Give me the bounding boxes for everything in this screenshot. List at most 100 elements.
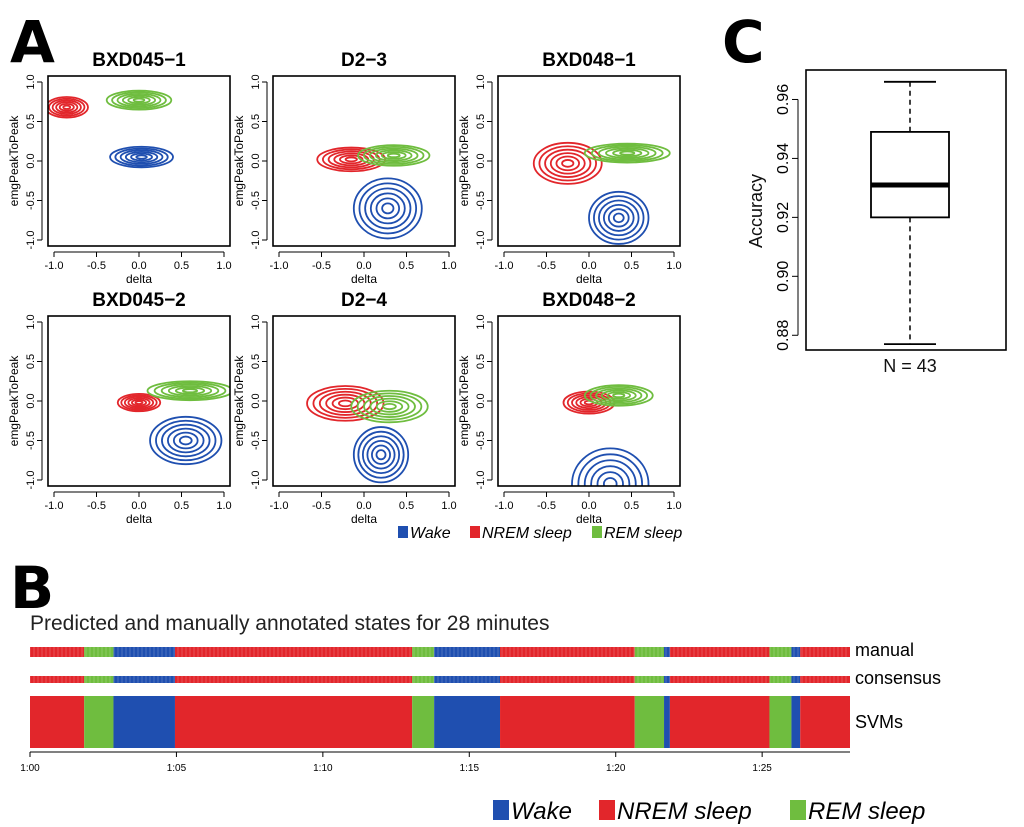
timeline-segment-rem — [769, 676, 792, 683]
contour-line — [369, 192, 406, 225]
x-tick-label: 0.0 — [131, 500, 146, 512]
y-tick-label: 0.5 — [475, 354, 487, 369]
contour-layer — [316, 144, 431, 240]
timeline-segment-rem — [84, 676, 114, 683]
y-axis-label: emgPeakToPeak — [232, 115, 246, 207]
contour-line — [588, 190, 650, 245]
timeline-segment-wake — [434, 696, 501, 748]
x-tick-label: 1.0 — [666, 500, 681, 512]
plot-frame — [47, 75, 231, 247]
contour-line — [375, 197, 401, 220]
x-tick-label: 0.5 — [174, 260, 189, 272]
y-tick-label: 0.5 — [25, 114, 37, 129]
x-axis-label: delta — [351, 272, 377, 286]
contour-cluster-rem — [105, 89, 173, 111]
contour-line — [130, 152, 153, 162]
contour-line — [350, 389, 429, 424]
contour-plot: D2−4 -1.0 -0.5 0.0 0.5 1.0 delta -1.0 -0.5 0.0 0.5… — [232, 290, 457, 526]
x-tick-label: -0.5 — [87, 260, 106, 272]
contour-line — [182, 388, 198, 394]
contour-line — [561, 159, 575, 168]
timeline-segment-wake — [664, 696, 670, 748]
x-tick-label: -1.0 — [270, 260, 289, 272]
x-tick-label: 0.0 — [581, 260, 596, 272]
contour-line — [160, 383, 220, 398]
contour-line — [593, 195, 645, 241]
time-tick-label: 1:25 — [752, 763, 772, 774]
row-label: manual — [855, 640, 914, 660]
y-tick-label: 1.0 — [25, 314, 37, 329]
contour-line — [48, 97, 86, 117]
contour-line — [612, 149, 643, 158]
x-tick-label: -1.0 — [270, 500, 289, 512]
y-tick-label: -1.0 — [475, 231, 487, 250]
timeline-segment-rem — [769, 696, 792, 748]
contour-cluster-rem — [583, 142, 671, 164]
x-tick-label: 0.0 — [356, 500, 371, 512]
plot-title: BXD048−1 — [542, 50, 636, 71]
contour-line — [612, 212, 625, 224]
contour-line — [58, 102, 75, 112]
panel-label-c: C — [722, 8, 765, 76]
contour-line — [51, 99, 82, 116]
panel-b-legend: Wake NREM sleep REM sleep — [493, 798, 925, 825]
timeline-row-svms: SVMs — [30, 696, 903, 748]
timeline-segment-rem — [634, 647, 665, 657]
timeline-segment-nrem — [500, 647, 635, 657]
legend-swatch-rem — [790, 800, 806, 820]
timeline-segment-nrem — [500, 676, 635, 683]
contour-plot: D2−3 -1.0 -0.5 0.0 0.5 1.0 delta -1.0 -0.5 0.0 0.5… — [232, 50, 457, 286]
contour-line — [338, 399, 353, 408]
y-tick-label: -1.0 — [25, 471, 37, 490]
contour-line — [590, 144, 664, 162]
timeline-segment-wake — [664, 676, 670, 683]
y-tick-label: 0.0 — [25, 153, 37, 168]
contour-line — [135, 154, 148, 160]
y-tick-label: 1.0 — [250, 74, 262, 89]
contour-line — [149, 415, 223, 466]
y-tick-label: 0.0 — [250, 393, 262, 408]
plot-title: BXD045−1 — [92, 50, 186, 71]
y-tick-label: 0.0 — [25, 393, 37, 408]
contour-line — [121, 94, 157, 106]
contour-line — [605, 147, 650, 159]
contour-cluster-wake — [149, 415, 223, 466]
contour-line — [607, 208, 630, 228]
timeline-segment-nrem — [174, 647, 413, 657]
timeline-segment-rem — [634, 676, 665, 683]
legend-swatch-wake — [493, 800, 509, 820]
contour-line — [131, 398, 147, 407]
contour-line — [119, 149, 164, 165]
contour-cluster-nrem — [48, 96, 89, 119]
contour-line — [174, 386, 206, 395]
panel-label-b: B — [10, 554, 54, 622]
timeline-segment-wake — [791, 676, 801, 683]
contour-layer — [306, 385, 429, 484]
contour-line — [374, 149, 413, 162]
timeline-segment-nrem — [800, 676, 850, 683]
x-tick-label: 1.0 — [216, 260, 231, 272]
plot-frame — [272, 75, 456, 247]
contour-line — [116, 392, 162, 413]
contour-line — [596, 471, 624, 486]
timeline-segment-rem — [84, 647, 114, 657]
contour-line — [590, 465, 631, 486]
contour-line — [577, 453, 644, 486]
x-tick-label: 1.0 — [441, 500, 456, 512]
contour-line — [114, 147, 169, 167]
x-tick-label: 0.0 — [131, 260, 146, 272]
contour-line — [109, 145, 174, 169]
panel-a-legend: Wake NREM sleep REM sleep — [398, 525, 682, 542]
contour-plot: BXD048−2 -1.0 -0.5 0.0 0.5 1.0 delta -1.0 -0.5 0.… — [457, 290, 682, 526]
contour-line — [366, 439, 396, 470]
y-tick-label: 0.5 — [250, 114, 262, 129]
legend-label-wake: Wake — [410, 525, 451, 542]
timeline-segment-rem — [634, 696, 665, 748]
contour-line — [344, 156, 358, 163]
timeline-segment-nrem — [669, 676, 770, 683]
contour-line — [555, 155, 580, 172]
contour-line — [532, 141, 603, 185]
timeline-segment-nrem — [30, 647, 85, 657]
timeline-segment-nrem — [800, 696, 850, 748]
